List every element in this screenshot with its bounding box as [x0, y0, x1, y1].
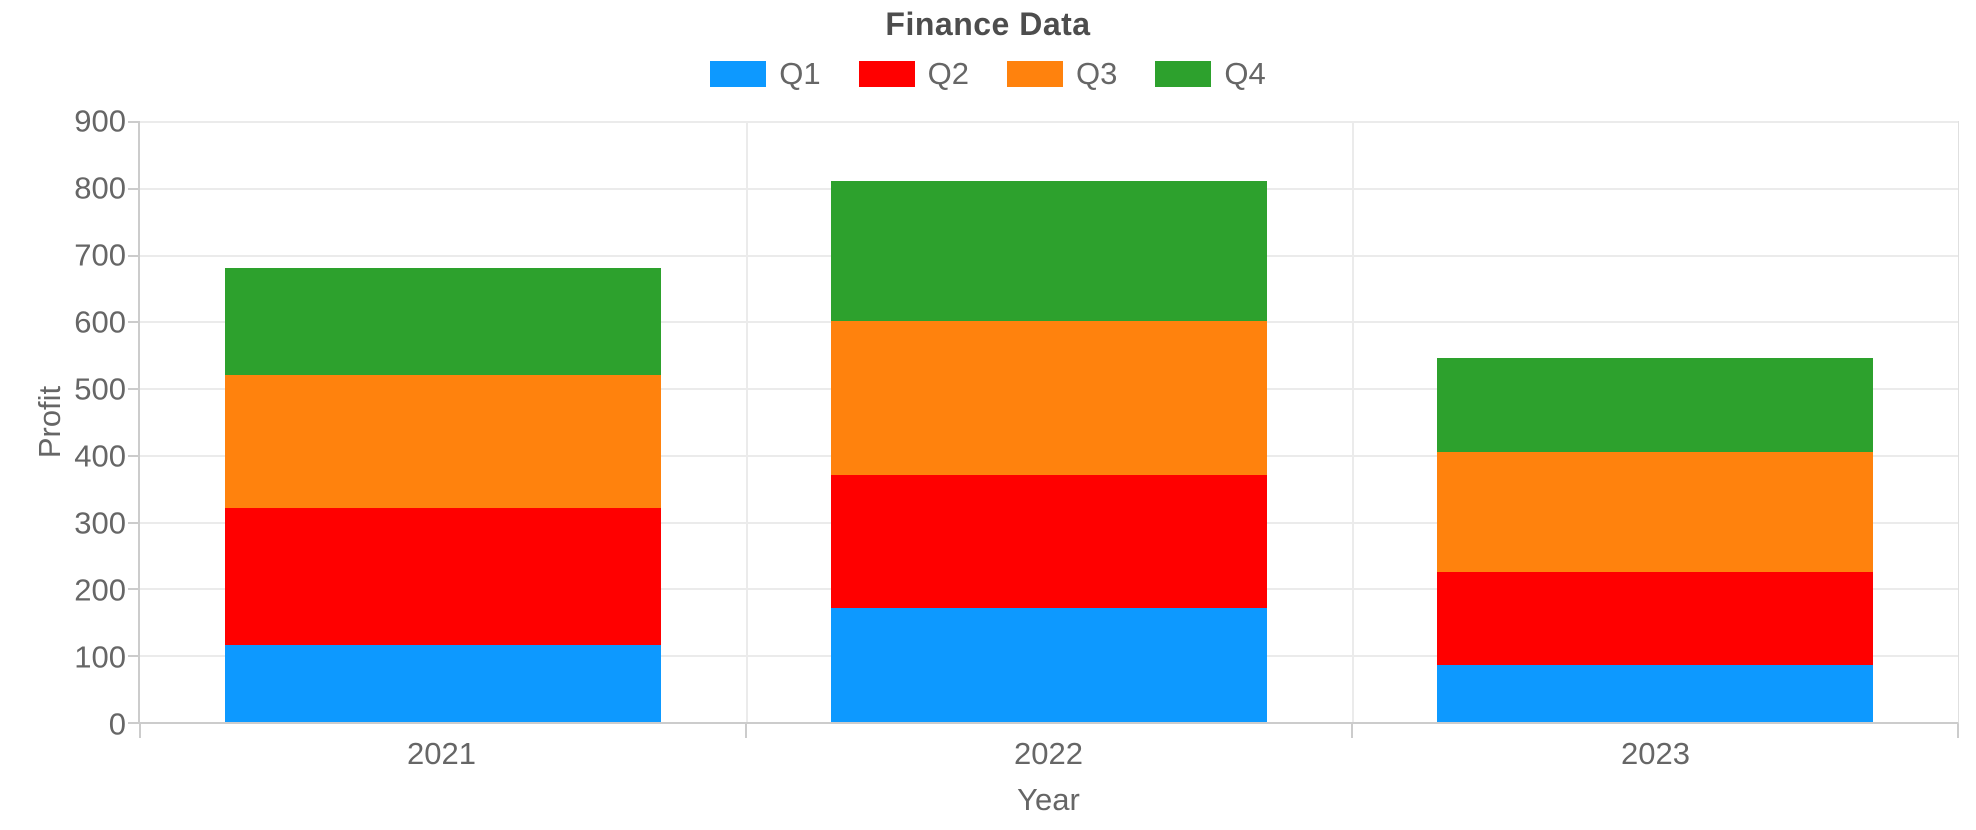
- x-tick-mark: [744, 724, 747, 738]
- chart-legend: Q1 Q2 Q3 Q4: [0, 56, 1976, 92]
- y-tick-label-300: 300: [74, 505, 126, 541]
- y-tick-label-900: 900: [74, 103, 126, 139]
- y-tick-label-400: 400: [74, 438, 126, 474]
- bar-cell-2023: [1352, 121, 1958, 722]
- bar-segment-2022-q4[interactable]: [830, 181, 1268, 322]
- x-tick-mark: [139, 724, 141, 738]
- stacked-bar-2023: [1436, 121, 1874, 722]
- x-tick-label-2022: 2022: [1014, 736, 1083, 771]
- stacked-bar-2021: [224, 121, 662, 722]
- y-axis-title: Profit: [32, 385, 68, 459]
- x-tick-mark: [1957, 724, 1959, 738]
- bar-cells: [140, 121, 1958, 722]
- y-tick-label-600: 600: [74, 304, 126, 340]
- legend-label: Q4: [1224, 56, 1266, 91]
- gridline-y-900: [140, 121, 1958, 123]
- legend-item-q1[interactable]: Q1: [710, 56, 821, 92]
- bar-segment-2022-q1[interactable]: [830, 608, 1268, 722]
- bar-segment-2022-q3[interactable]: [830, 321, 1268, 475]
- y-tick-mark: [128, 454, 138, 457]
- y-tick-label-200: 200: [74, 572, 126, 608]
- legend-swatch-q4: [1155, 61, 1212, 87]
- bar-segment-2021-q4[interactable]: [224, 267, 662, 375]
- legend-swatch-q2: [858, 61, 915, 87]
- bar-segment-2023-q3[interactable]: [1436, 451, 1874, 572]
- x-axis-title: Year: [1017, 782, 1080, 817]
- x-tick-mark: [1350, 724, 1353, 738]
- bar-segment-2021-q3[interactable]: [224, 374, 662, 509]
- x-tick-label-2021: 2021: [407, 736, 476, 771]
- y-tick-mark: [128, 588, 138, 591]
- y-tick-mark: [128, 321, 138, 324]
- x-tick-labels: 2021 2022 2023: [138, 736, 1959, 776]
- y-tick-mark: [128, 655, 138, 658]
- y-tick-mark: [128, 254, 138, 257]
- plot-area: [128, 121, 1959, 738]
- y-tick-mark: [128, 388, 138, 391]
- bar-cell-2022: [746, 121, 1352, 722]
- y-tick-mark: [128, 521, 138, 524]
- legend-swatch-q3: [1007, 61, 1063, 87]
- legend-label: Q3: [1076, 56, 1118, 91]
- bar-segment-2023-q2[interactable]: [1436, 571, 1874, 666]
- legend-item-q4[interactable]: Q4: [1155, 56, 1266, 92]
- y-tick-label-500: 500: [74, 371, 126, 407]
- gridline-x-1: [745, 121, 748, 722]
- y-tick-mark: [128, 722, 138, 724]
- bar-segment-2021-q1[interactable]: [224, 645, 662, 722]
- y-tick-label-0: 0: [108, 706, 126, 742]
- chart-title: Finance Data: [885, 6, 1091, 42]
- legend-item-q2[interactable]: Q2: [858, 56, 969, 92]
- bar-cell-2021: [140, 121, 746, 722]
- y-tick-label-700: 700: [74, 237, 126, 273]
- bar-segment-2023-q1[interactable]: [1436, 665, 1874, 722]
- legend-item-q3[interactable]: Q3: [1007, 56, 1117, 92]
- bar-segment-2022-q2[interactable]: [830, 474, 1268, 609]
- legend-label: Q1: [779, 56, 821, 91]
- y-tick-mark: [128, 121, 138, 123]
- bar-segment-2021-q2[interactable]: [224, 508, 662, 646]
- legend-label: Q2: [927, 56, 969, 91]
- y-tick-mark: [128, 187, 138, 190]
- gridline-x-2: [1351, 121, 1354, 722]
- y-tick-label-800: 800: [74, 170, 126, 206]
- stacked-bar-2022: [830, 121, 1268, 722]
- bar-segment-2023-q4[interactable]: [1436, 358, 1874, 452]
- y-tick-label-100: 100: [74, 639, 126, 675]
- legend-swatch-q1: [710, 61, 767, 87]
- x-tick-label-2023: 2023: [1621, 736, 1690, 771]
